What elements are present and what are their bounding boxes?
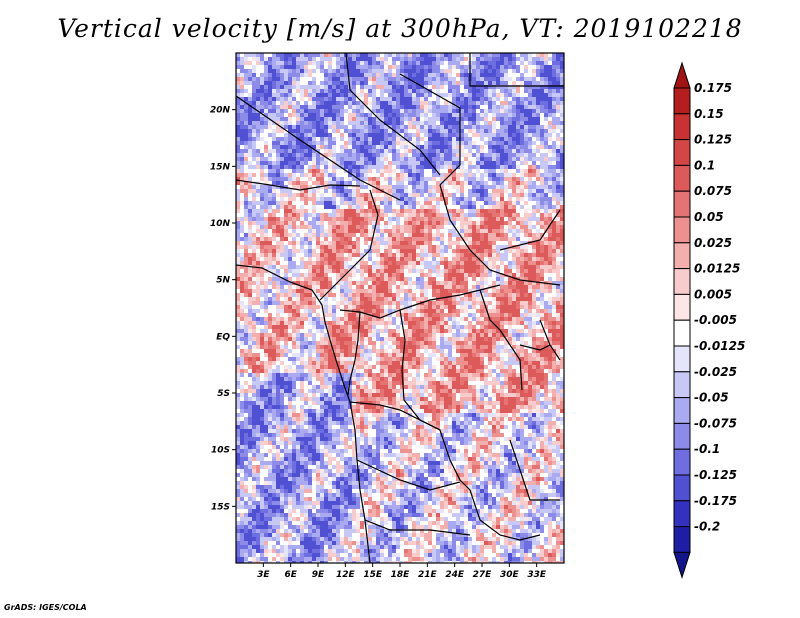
y-tick-label: 15N	[210, 162, 231, 172]
colorbar-label: -0.075	[694, 416, 737, 430]
x-tick-label: 3E	[257, 570, 270, 580]
colorbar-extend-bottom	[673, 551, 691, 580]
y-tick-label: 5S	[217, 389, 230, 399]
colorbar-extend-top	[673, 61, 691, 89]
colorbar-swatch	[673, 87, 691, 115]
colorbar-label: 0.025	[694, 236, 732, 250]
colorbar-swatch	[673, 474, 691, 502]
colorbar-swatch	[673, 526, 691, 553]
x-tick-label: 9E	[312, 570, 325, 580]
colorbar-label: -0.175	[694, 494, 737, 508]
x-tick-label: 12E	[336, 570, 356, 580]
colorbar-label: -0.005	[694, 313, 737, 327]
colorbar-label: -0.0125	[694, 339, 745, 353]
colorbar-label: 0.125	[694, 133, 732, 147]
colorbar-swatch	[673, 268, 691, 295]
colorbar-swatch	[673, 139, 691, 166]
y-tick-label: 15S	[211, 502, 230, 512]
colorbar-swatch	[673, 242, 691, 270]
x-tick-label: 27E	[473, 570, 493, 580]
colorbar-swatch	[673, 190, 691, 218]
colorbar-label: -0.1	[694, 442, 720, 456]
colorbar-swatch	[673, 293, 691, 321]
x-tick-label: 33E	[527, 570, 547, 580]
country-borders	[236, 53, 564, 563]
colorbar-swatch	[673, 345, 691, 373]
x-tick-label: 18E	[391, 570, 411, 580]
colorbar-label: 0.1	[694, 158, 715, 172]
y-tick-label: EQ	[216, 332, 230, 342]
colorbar-label: 0.0125	[694, 262, 740, 276]
x-axis: 3E 6E 9E 12E 15E 18E 21E 24E 27E 30E 33E	[257, 563, 547, 580]
colorbar-label: 0.075	[694, 184, 732, 198]
x-tick-label: 6E	[284, 570, 297, 580]
grads-credit: GrADS: IGES/COLA	[4, 603, 87, 612]
y-tick-label: 20N	[210, 106, 231, 116]
colorbar: 0.175 0.15 0.125 0.1 0.075 0.05 0.025 0.0125 0.0…	[673, 61, 745, 580]
y-axis: 20N 15N 10N 5N EQ 5S 10S 15S	[210, 106, 236, 512]
y-tick-label: 10S	[211, 446, 230, 456]
colorbar-swatch	[673, 319, 691, 347]
colorbar-label: 0.005	[694, 287, 732, 301]
colorbar-label: 0.05	[694, 210, 724, 224]
colorbar-label: -0.2	[694, 520, 720, 534]
x-tick-label: 30E	[500, 570, 520, 580]
x-tick-label: 15E	[363, 570, 383, 580]
colorbar-swatch	[673, 371, 691, 399]
chart-title: Vertical velocity [m/s] at 300hPa, VT: 2…	[57, 14, 743, 43]
colorbar-swatch	[673, 448, 691, 476]
y-tick-label: 10N	[210, 219, 231, 229]
colorbar-swatch	[673, 500, 691, 528]
colorbar-swatch	[673, 397, 691, 424]
colorbar-swatch	[673, 422, 691, 450]
colorbar-label: -0.125	[694, 468, 737, 482]
x-tick-label: 21E	[418, 570, 438, 580]
colorbar-label: -0.025	[694, 365, 737, 379]
colorbar-label: 0.175	[694, 81, 732, 95]
map-area	[236, 53, 564, 563]
y-tick-label: 5N	[216, 276, 230, 286]
x-tick-label: 24E	[445, 570, 465, 580]
colorbar-label: -0.05	[694, 391, 729, 405]
colorbar-label: 0.15	[694, 107, 724, 121]
colorbar-swatch	[673, 216, 691, 244]
colorbar-swatch	[673, 164, 691, 192]
colorbar-swatch	[673, 113, 691, 141]
